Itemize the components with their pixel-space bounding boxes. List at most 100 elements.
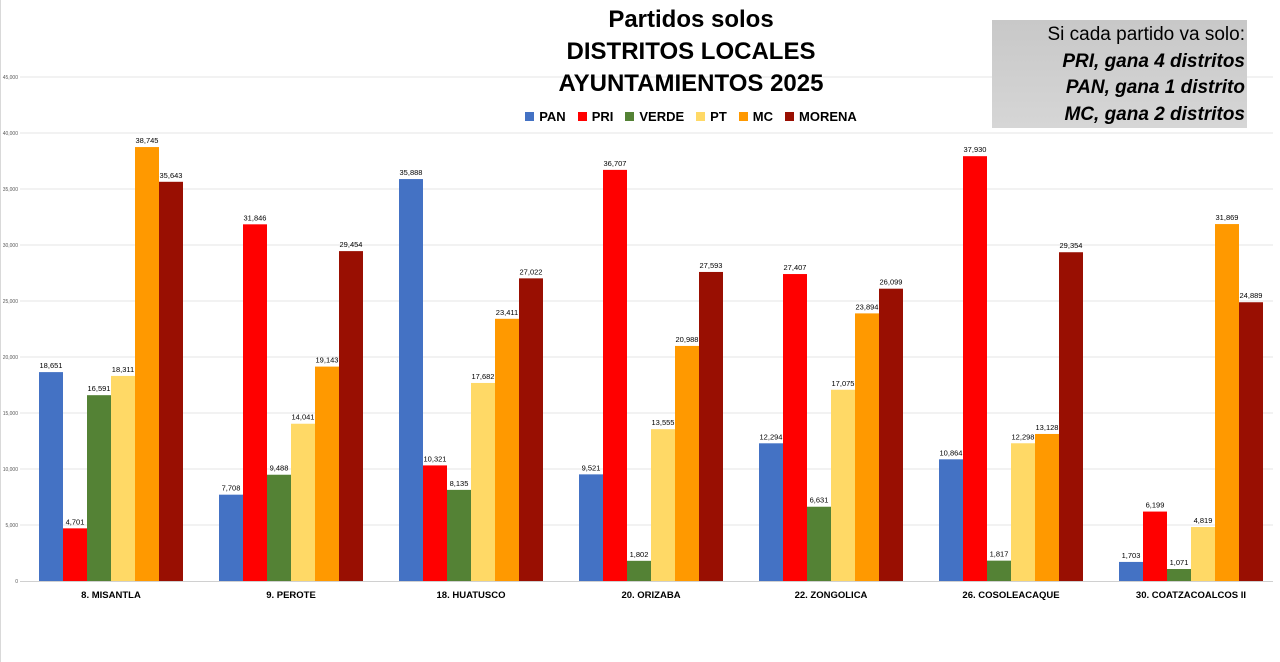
- x-tick-label: 9. PEROTE: [266, 590, 316, 601]
- y-tick-label: 25,000: [3, 299, 19, 305]
- bar-pan: [399, 179, 423, 582]
- bar-pri: [603, 169, 627, 582]
- x-tick-label: 18. HUATUSCO: [437, 590, 506, 601]
- data-label: 18,651: [40, 361, 63, 370]
- summary-note-heading: Si cada partido va solo:: [1047, 24, 1245, 45]
- y-tick-label: 20,000: [3, 355, 19, 361]
- bar-pt: [831, 389, 855, 581]
- data-label: 12,294: [760, 432, 783, 441]
- summary-note: Si cada partido va solo: PRI, gana 4 dis…: [992, 20, 1247, 128]
- data-label: 35,888: [400, 168, 423, 177]
- legend-swatch-pri: [577, 112, 587, 121]
- data-label: 27,022: [520, 267, 543, 276]
- data-label: 1,817: [990, 550, 1009, 559]
- bar-pt: [111, 375, 135, 581]
- bar-pan: [579, 474, 603, 581]
- data-label: 26,099: [880, 278, 903, 287]
- bar-pan: [939, 459, 963, 581]
- data-label: 23,894: [856, 302, 879, 311]
- data-label: 31,869: [1216, 213, 1239, 222]
- bar-pri: [63, 528, 87, 581]
- bar-mc: [1215, 224, 1239, 581]
- legend-item-mc: MC: [738, 109, 773, 124]
- data-label: 1,802: [630, 550, 649, 559]
- bar-verde: [987, 560, 1011, 581]
- y-tick-label: 5,000: [5, 523, 18, 529]
- data-label: 4,819: [1194, 516, 1213, 525]
- legend-label-verde: VERDE: [639, 109, 685, 124]
- data-label: 9,521: [582, 463, 601, 472]
- y-tick-label: 40,000: [3, 131, 19, 137]
- bar-pt: [1011, 443, 1035, 581]
- y-tick-label: 15,000: [3, 411, 19, 417]
- bar-mc: [135, 147, 159, 581]
- bar-pt: [291, 423, 315, 581]
- data-label: 16,591: [88, 384, 111, 393]
- legend-item-morena: MORENA: [785, 109, 857, 124]
- legend-swatch-mc: [738, 112, 748, 121]
- data-label: 14,041: [292, 413, 315, 422]
- bar-pan: [219, 494, 243, 581]
- bar-morena: [1239, 302, 1263, 581]
- x-tick-label: 8. MISANTLA: [81, 590, 141, 601]
- bar-pri: [243, 224, 267, 581]
- bar-pt: [651, 429, 675, 581]
- legend-item-pt: PT: [696, 109, 727, 124]
- data-label: 35,643: [160, 171, 183, 180]
- data-label: 9,488: [270, 464, 289, 473]
- data-label: 29,454: [340, 240, 363, 249]
- bar-verde: [807, 506, 831, 581]
- data-label: 17,075: [832, 379, 855, 388]
- bar-mc: [1035, 433, 1059, 581]
- x-tick-label: 20. ORIZABA: [621, 590, 680, 601]
- data-label: 23,411: [496, 308, 518, 317]
- bar-morena: [159, 181, 183, 581]
- data-label: 4,701: [66, 517, 85, 526]
- data-label: 19,143: [316, 356, 339, 365]
- data-label: 27,407: [784, 263, 807, 272]
- legend-label-pan: PAN: [539, 109, 566, 124]
- legend-swatch-pan: [525, 112, 535, 121]
- chart-title-line-3: AYUNTAMIENTOS 2025: [558, 70, 824, 97]
- bar-verde: [267, 474, 291, 581]
- summary-note-pan: PAN, gana 1 distrito: [1065, 77, 1245, 98]
- x-tick-label: 22. ZONGOLICA: [795, 590, 868, 601]
- bar-pri: [963, 156, 987, 581]
- legend-swatch-verde: [625, 112, 635, 121]
- bar-morena: [339, 251, 363, 581]
- legend-swatch-morena: [785, 112, 794, 121]
- y-tick-label: 30,000: [3, 243, 19, 249]
- bar-morena: [519, 278, 543, 581]
- bar-verde: [87, 395, 111, 581]
- data-label: 27,593: [700, 261, 723, 270]
- legend-label-pt: PT: [710, 109, 727, 124]
- y-tick-label: 35,000: [3, 187, 19, 193]
- data-label: 24,889: [1240, 291, 1263, 300]
- data-label: 20,988: [676, 335, 699, 344]
- data-label: 17,682: [472, 372, 495, 381]
- bar-verde: [1167, 569, 1191, 581]
- summary-note-pri: PRI, gana 4 distritos: [1062, 50, 1245, 72]
- legend-label-morena: MORENA: [799, 109, 857, 124]
- data-label: 36,707: [604, 159, 627, 168]
- chart-title: Partidos solos DISTRITOS LOCALES AYUNTAM…: [441, 4, 941, 100]
- bar-mc: [675, 345, 699, 581]
- data-label: 12,298: [1012, 432, 1035, 441]
- y-tick-label: 45,000: [3, 75, 19, 81]
- data-label: 10,321: [424, 454, 447, 463]
- data-label: 1,071: [1170, 558, 1189, 567]
- data-label: 13,128: [1036, 423, 1059, 432]
- bar-morena: [699, 271, 723, 581]
- data-label: 13,555: [652, 418, 675, 427]
- bar-mc: [855, 313, 879, 581]
- data-label: 6,199: [1146, 501, 1165, 510]
- y-tick-label: 0: [15, 579, 18, 585]
- x-tick-label: 26. COSOLEACAQUE: [962, 590, 1059, 601]
- chart-title-line-2: DISTRITOS LOCALES: [566, 38, 816, 65]
- chart-legend: PAN PRI VERDE PT MC MORENA: [441, 109, 941, 124]
- bar-pt: [471, 382, 495, 581]
- bar-verde: [627, 560, 651, 581]
- bar-verde: [447, 489, 471, 581]
- bar-mc: [495, 318, 519, 581]
- legend-item-pri: PRI: [577, 109, 613, 124]
